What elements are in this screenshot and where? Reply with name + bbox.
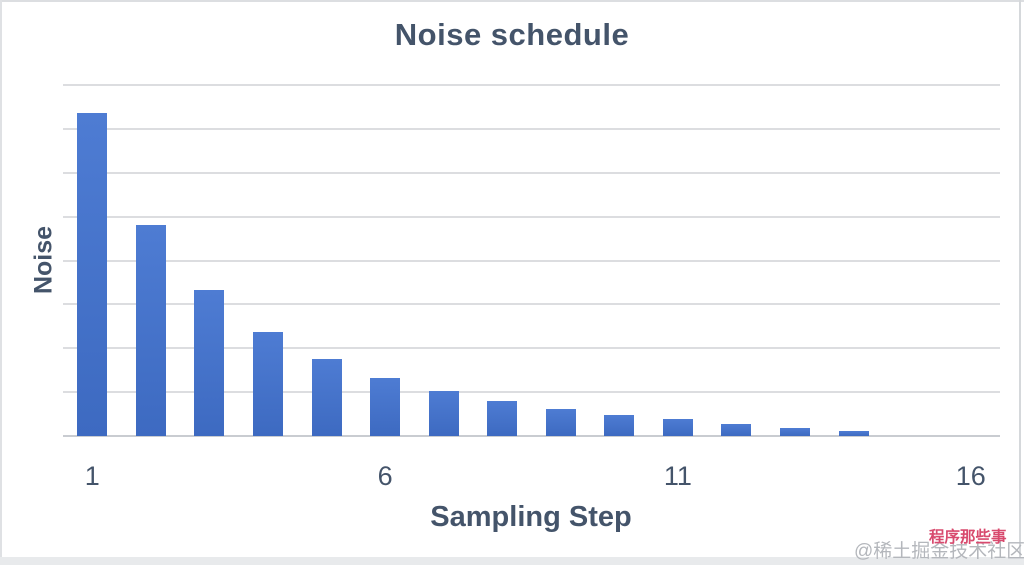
bar-step-7 (428, 391, 459, 436)
x-tick-label-16: 16 (955, 461, 986, 491)
frame-right-border (1019, 0, 1021, 565)
frame-left-border (0, 0, 2, 565)
frame-top-border (0, 0, 1024, 2)
gridline (63, 347, 1000, 350)
gridline (63, 171, 1000, 174)
x-tick-label-1: 1 (84, 461, 100, 491)
gridline (63, 259, 1000, 262)
watermark-overlay: 程序那些事 (929, 529, 1007, 546)
gridline (63, 303, 1000, 306)
gridline (63, 215, 1000, 218)
plot-area (63, 84, 1000, 437)
bar-step-14 (838, 431, 869, 436)
bar-step-1 (77, 113, 108, 436)
bar-step-12 (721, 424, 752, 436)
gridline (63, 391, 1000, 394)
x-axis-baseline (63, 435, 1000, 437)
bar-step-2 (135, 225, 166, 436)
chart-title: Noise schedule (394, 17, 630, 52)
x-tick-label-11: 11 (663, 461, 692, 491)
gridline (63, 84, 1000, 86)
x-tick-label-6: 6 (377, 461, 393, 491)
bar-step-6 (370, 378, 401, 436)
y-axis-title: Noise (29, 225, 58, 295)
x-axis-title: Sampling Step (430, 501, 632, 533)
bar-step-10 (604, 415, 635, 436)
bar-step-8 (487, 401, 518, 436)
frame-bottom-strip (0, 557, 1024, 565)
bar-step-3 (194, 290, 225, 436)
watermark-community: @稀土掘金技术社区 (854, 541, 1024, 562)
bar-step-11 (662, 419, 693, 436)
bar-step-13 (780, 428, 811, 436)
bar-step-9 (545, 409, 576, 436)
bar-step-5 (311, 359, 342, 436)
gridline (63, 127, 1000, 130)
bar-step-4 (252, 332, 283, 436)
